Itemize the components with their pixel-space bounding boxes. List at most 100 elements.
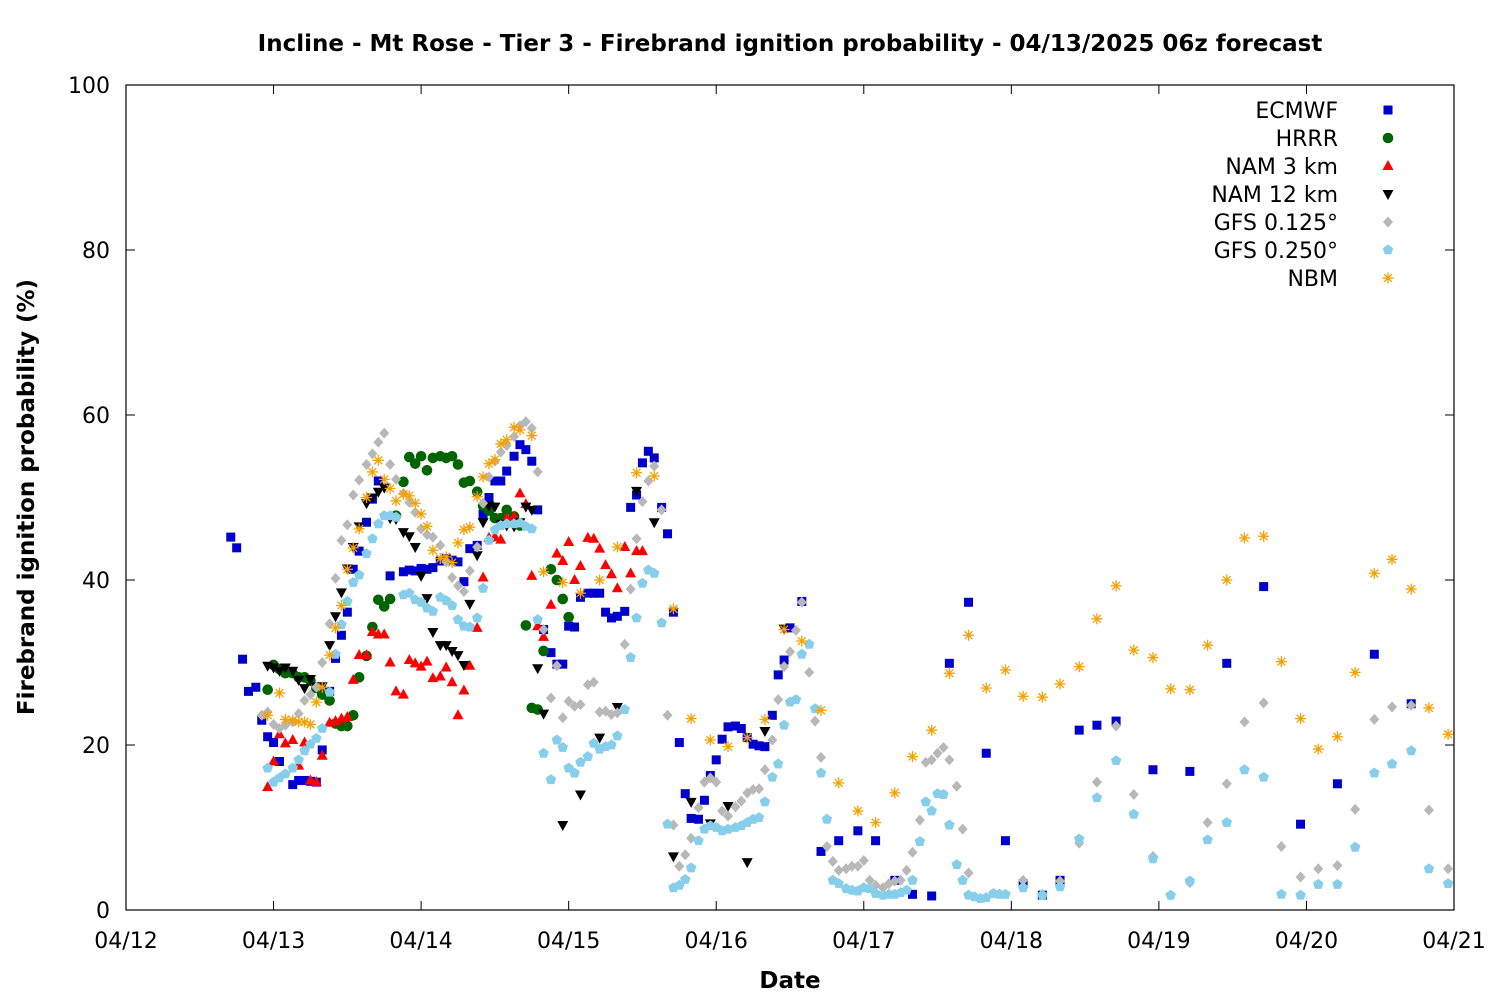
point-nam-12-km xyxy=(403,532,415,543)
point-nbm xyxy=(611,541,623,553)
point-gfs-0-250 xyxy=(427,605,439,616)
point-ecmwf xyxy=(373,476,383,486)
point-nam-3-km xyxy=(421,655,433,666)
x-axis: 04/12 04/13 04/14 04/15 04/16 04/17 04/18 04/19… xyxy=(94,85,1486,954)
point-nam-3-km xyxy=(316,749,328,760)
point-nam-3-km xyxy=(495,533,507,544)
x-tick-label: 04/21 xyxy=(1422,929,1485,954)
point-gfs-0-125 xyxy=(932,747,943,759)
point-nam-3-km xyxy=(341,710,353,721)
point-gfs-0-125 xyxy=(594,706,605,718)
point-hrrr xyxy=(324,695,335,706)
point-ecmwf xyxy=(736,724,746,733)
point-nam-3-km xyxy=(434,670,446,681)
point-ecmwf xyxy=(410,566,420,576)
point-gfs-0-250 xyxy=(287,762,298,773)
point-nam-12-km xyxy=(759,726,771,737)
legend-marker-gfs-0-250 xyxy=(1382,244,1394,255)
point-nbm xyxy=(287,714,299,726)
point-ecmwf xyxy=(362,517,372,527)
point-gfs-0-125 xyxy=(1443,863,1454,875)
point-nam-12-km xyxy=(458,660,470,671)
point-nbm xyxy=(366,466,378,478)
point-hrrr xyxy=(520,620,532,631)
point-ecmwf xyxy=(754,741,764,751)
point-ecmwf xyxy=(521,445,531,455)
point-nam-3-km xyxy=(508,510,520,521)
point-gfs-0-125 xyxy=(833,864,844,876)
x-tick-label: 04/16 xyxy=(685,929,748,954)
series-nbm xyxy=(262,421,1454,829)
point-nam-3-km xyxy=(366,625,378,636)
x-tick-label: 04/15 xyxy=(537,929,600,954)
point-gfs-0-250 xyxy=(981,892,992,903)
point-gfs-0-125 xyxy=(796,596,807,608)
legend-marker-gfs-0-125 xyxy=(1383,216,1393,228)
point-nbm xyxy=(704,734,716,746)
point-gfs-0-250 xyxy=(472,612,483,623)
point-gfs-0-125 xyxy=(852,860,863,872)
point-ecmwf xyxy=(663,529,673,539)
point-ecmwf xyxy=(699,795,709,805)
point-hrrr xyxy=(446,450,458,462)
legend: ECMWF HRRR NAM 3 km NAM 12 km GFS 0.125° GFS … xyxy=(1211,99,1394,292)
point-ecmwf xyxy=(533,505,543,515)
point-ecmwf xyxy=(453,557,463,567)
point-gfs-0-125 xyxy=(1369,713,1380,725)
point-nam-12-km xyxy=(631,486,643,497)
point-ecmwf xyxy=(385,571,395,581)
point-gfs-0-125 xyxy=(767,734,778,746)
x-tick-label: 04/20 xyxy=(1275,929,1338,954)
point-gfs-0-250 xyxy=(551,734,563,745)
point-gfs-0-125 xyxy=(619,638,630,650)
point-nbm xyxy=(648,470,660,482)
point-nbm xyxy=(870,817,882,829)
point-nam-3-km xyxy=(611,582,623,593)
point-gfs-0-125 xyxy=(354,474,365,486)
point-gfs-0-125 xyxy=(538,624,549,635)
point-nam-12-km xyxy=(557,821,569,832)
point-nbm xyxy=(361,492,373,503)
point-nam-12-km xyxy=(372,487,384,498)
point-gfs-0-250 xyxy=(759,796,771,807)
point-nam-3-km xyxy=(569,574,581,584)
point-gfs-0-125 xyxy=(625,583,636,595)
point-gfs-0-125 xyxy=(637,496,648,508)
point-gfs-0-125 xyxy=(662,709,673,721)
point-gfs-0-125 xyxy=(361,459,372,470)
point-gfs-0-250 xyxy=(1074,833,1085,844)
point-ecmwf xyxy=(1296,819,1306,829)
point-gfs-0-125 xyxy=(1202,817,1213,829)
point-nam-3-km xyxy=(310,776,322,787)
point-ecmwf xyxy=(717,734,727,744)
point-nbm xyxy=(557,576,569,588)
y-axis: 0 20 40 60 80 100 xyxy=(68,74,1454,924)
point-nbm xyxy=(1110,580,1122,592)
point-nbm xyxy=(926,724,938,736)
point-nbm xyxy=(963,629,975,641)
point-ecmwf xyxy=(686,813,696,823)
point-nam-12-km xyxy=(427,627,439,638)
point-nbm xyxy=(1221,574,1233,586)
x-tick-label: 04/17 xyxy=(832,929,895,954)
point-gfs-0-125 xyxy=(1018,874,1029,886)
point-ecmwf xyxy=(773,670,783,680)
point-nam-12-km xyxy=(526,505,538,516)
point-nam-12-km xyxy=(594,733,606,744)
point-gfs-0-250 xyxy=(501,518,512,529)
point-gfs-0-125 xyxy=(435,539,446,551)
point-ecmwf xyxy=(232,543,242,553)
point-gfs-0-125 xyxy=(410,506,421,518)
point-gfs-0-125 xyxy=(680,849,691,861)
point-ecmwf xyxy=(496,476,506,486)
point-ecmwf xyxy=(601,607,611,617)
point-gfs-0-250 xyxy=(446,600,458,610)
point-nbm xyxy=(667,603,679,615)
point-nbm xyxy=(1202,639,1214,651)
point-gfs-0-250 xyxy=(815,767,827,778)
point-ecmwf xyxy=(490,476,500,486)
point-gfs-0-125 xyxy=(736,795,747,807)
point-gfs-0-250 xyxy=(575,756,586,767)
point-nbm xyxy=(324,649,336,661)
